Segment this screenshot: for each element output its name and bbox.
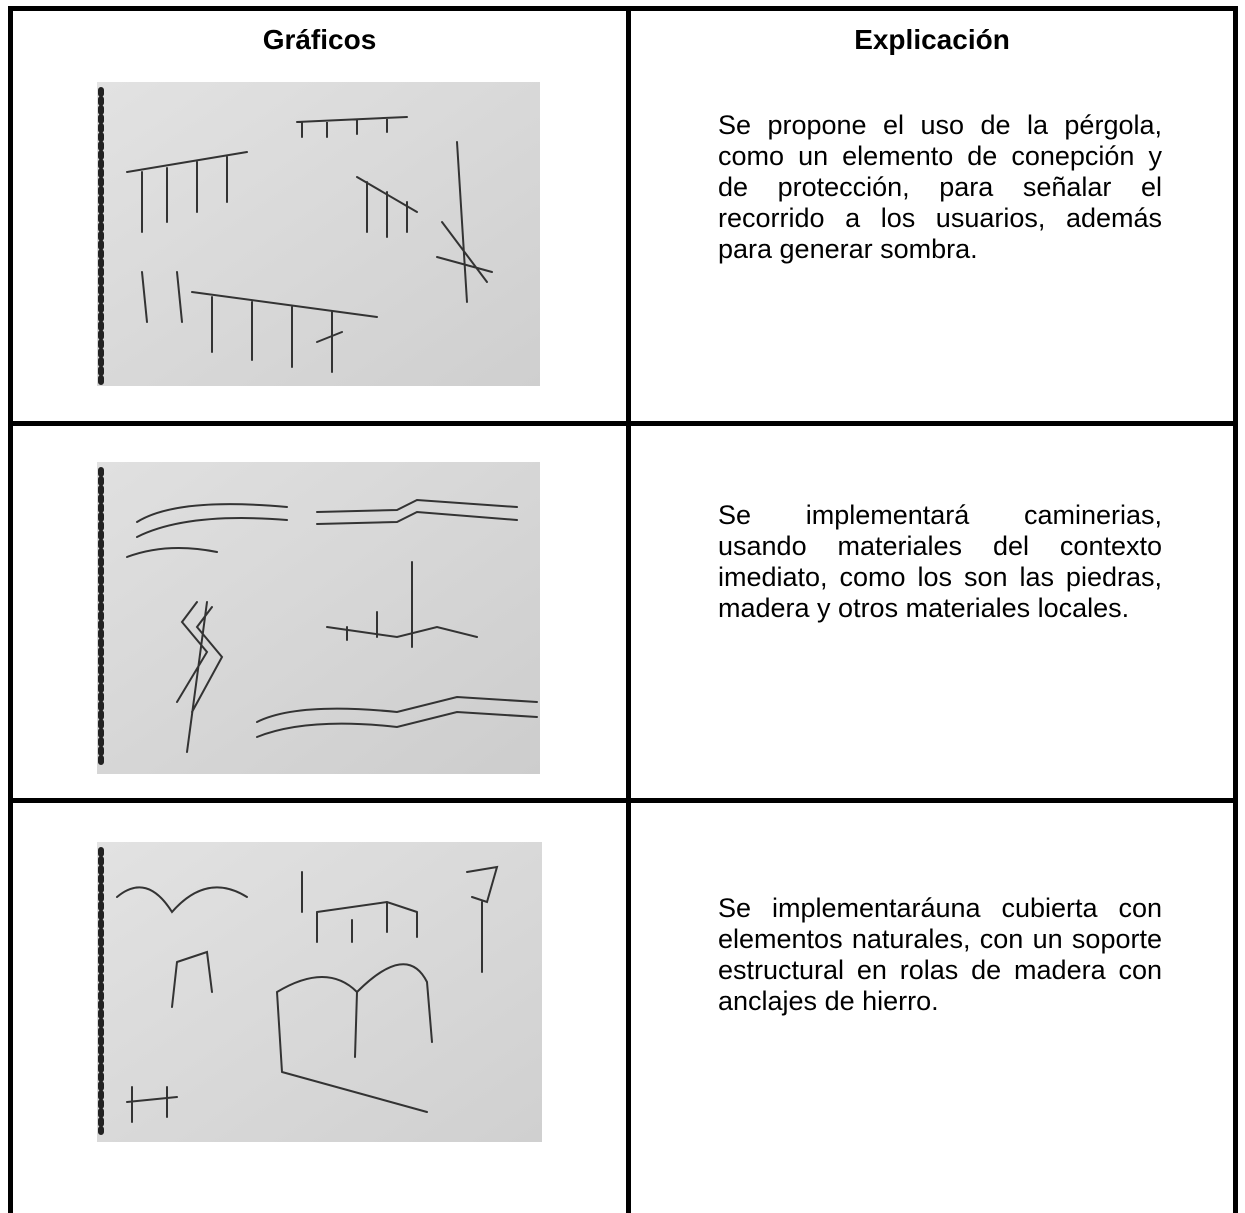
explanation-text: Se implementaráuna cubierta con elemento… — [718, 893, 1162, 1016]
explanation-text: Se propone el uso de la pérgola, como un… — [718, 110, 1162, 264]
column-header: Explicación — [854, 24, 1010, 55]
column-header: Gráficos — [262, 24, 377, 55]
sketch-image — [97, 462, 540, 774]
table-border — [8, 421, 1238, 426]
sketch-image — [97, 82, 540, 386]
table-border — [8, 6, 13, 1213]
table-border — [8, 6, 1238, 11]
table-border — [626, 6, 631, 1213]
table-border — [8, 798, 1238, 803]
sketch-image — [97, 842, 542, 1142]
explanation-text: Se implementará caminerias, usando mater… — [718, 500, 1162, 623]
table-border — [1233, 6, 1238, 1213]
